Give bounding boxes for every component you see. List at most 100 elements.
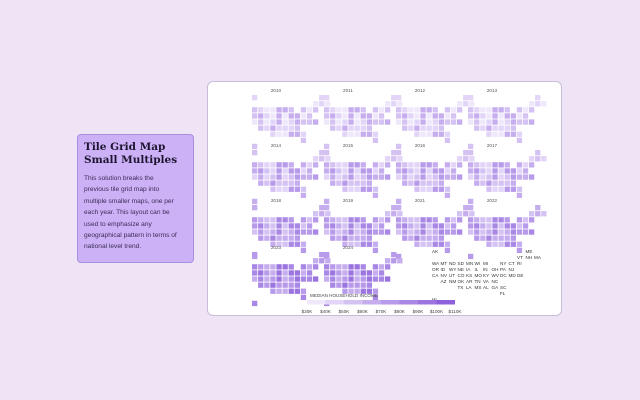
state-tile bbox=[294, 180, 300, 186]
state-tile bbox=[294, 125, 300, 131]
state-tile bbox=[529, 174, 535, 180]
state-tile bbox=[372, 294, 379, 300]
state-tile bbox=[300, 168, 307, 174]
state-abbreviation: IN bbox=[483, 267, 488, 272]
state-tile bbox=[252, 119, 258, 125]
state-tile bbox=[444, 247, 451, 253]
state-tile bbox=[354, 270, 360, 276]
state-tile bbox=[432, 168, 438, 174]
state-tile bbox=[522, 162, 529, 168]
state-tile bbox=[498, 131, 504, 137]
state-tile bbox=[330, 223, 336, 229]
state-tile bbox=[366, 235, 372, 241]
state-abbreviation: NH bbox=[526, 255, 533, 260]
state-abbreviation: TN bbox=[475, 279, 481, 284]
state-tile bbox=[264, 180, 270, 186]
state-tile bbox=[336, 235, 342, 241]
year-label: 2015 bbox=[343, 143, 354, 148]
state-tile bbox=[288, 235, 294, 241]
state-tile bbox=[288, 180, 294, 186]
state-tile bbox=[342, 113, 348, 119]
state-tile bbox=[391, 150, 397, 156]
state-tile bbox=[402, 180, 408, 186]
state-tile bbox=[492, 119, 498, 125]
state-tile bbox=[474, 229, 480, 235]
card-line: multiple smaller maps, one per bbox=[84, 197, 174, 205]
state-tile bbox=[300, 137, 307, 143]
state-abbreviation: HI bbox=[432, 297, 437, 302]
state-tile bbox=[402, 223, 408, 229]
state-tile bbox=[492, 241, 498, 247]
state-tile bbox=[252, 168, 258, 174]
state-tile bbox=[516, 162, 523, 168]
state-tile bbox=[360, 276, 366, 282]
state-tile bbox=[294, 131, 300, 137]
state-tile bbox=[420, 125, 426, 131]
state-tile bbox=[486, 174, 492, 180]
state-tile bbox=[486, 168, 492, 174]
state-tile bbox=[486, 241, 492, 247]
state-tile bbox=[468, 95, 474, 101]
state-tile bbox=[438, 241, 444, 247]
state-tile bbox=[336, 264, 342, 270]
year-label: 2013 bbox=[487, 88, 498, 93]
state-tile bbox=[288, 131, 294, 137]
card-line: geographical pattern in terms of bbox=[84, 232, 177, 240]
state-tile bbox=[354, 288, 360, 294]
state-tile bbox=[408, 217, 414, 223]
state-tile bbox=[432, 186, 438, 192]
state-tile bbox=[516, 217, 523, 223]
state-tile bbox=[313, 217, 319, 223]
state-tile bbox=[264, 174, 270, 180]
state-tile bbox=[408, 107, 414, 113]
state-tile bbox=[348, 229, 354, 235]
state-tile bbox=[319, 258, 325, 264]
state-tile bbox=[486, 107, 492, 113]
state-tile bbox=[385, 229, 391, 235]
state-tile bbox=[498, 186, 504, 192]
state-tile bbox=[516, 192, 523, 198]
state-tile bbox=[510, 168, 516, 174]
state-tile bbox=[324, 223, 330, 229]
state-tile bbox=[330, 282, 336, 288]
legend-tick-label: $110K bbox=[449, 309, 463, 314]
state-tile bbox=[306, 223, 313, 229]
state-tile bbox=[468, 253, 474, 260]
state-tile bbox=[342, 264, 348, 270]
state-tile bbox=[385, 101, 391, 107]
legend-title: MEDIAN HOUSEHOLD INCOME bbox=[310, 293, 378, 298]
state-tile bbox=[474, 107, 480, 113]
state-tile bbox=[510, 241, 516, 247]
state-tile bbox=[426, 229, 432, 235]
state-tile bbox=[432, 125, 438, 131]
legend-tick-label: $90K bbox=[413, 309, 425, 314]
state-tile bbox=[319, 95, 325, 101]
state-tile bbox=[270, 223, 276, 229]
state-tile bbox=[348, 282, 354, 288]
state-tile bbox=[372, 217, 379, 223]
state-tile bbox=[306, 168, 313, 174]
state-tile bbox=[282, 282, 288, 288]
state-abbreviation: KS bbox=[466, 273, 472, 278]
state-tile bbox=[276, 229, 282, 235]
state-tile bbox=[264, 162, 270, 168]
state-tile bbox=[354, 107, 360, 113]
state-tile bbox=[457, 174, 463, 180]
state-tile bbox=[420, 229, 426, 235]
state-tile bbox=[480, 217, 486, 223]
state-tile bbox=[378, 174, 385, 180]
state-tile bbox=[258, 229, 264, 235]
state-tile bbox=[366, 113, 372, 119]
state-tile bbox=[264, 113, 270, 119]
state-tile bbox=[372, 119, 379, 125]
state-tile bbox=[408, 119, 414, 125]
state-tile bbox=[498, 168, 504, 174]
state-tile bbox=[270, 174, 276, 180]
state-tile bbox=[396, 119, 402, 125]
state-tile bbox=[516, 229, 523, 235]
state-abbreviation: CO bbox=[458, 273, 465, 278]
state-tile bbox=[432, 229, 438, 235]
state-tile bbox=[510, 125, 516, 131]
state-tile bbox=[444, 168, 451, 174]
state-tile bbox=[457, 119, 463, 125]
